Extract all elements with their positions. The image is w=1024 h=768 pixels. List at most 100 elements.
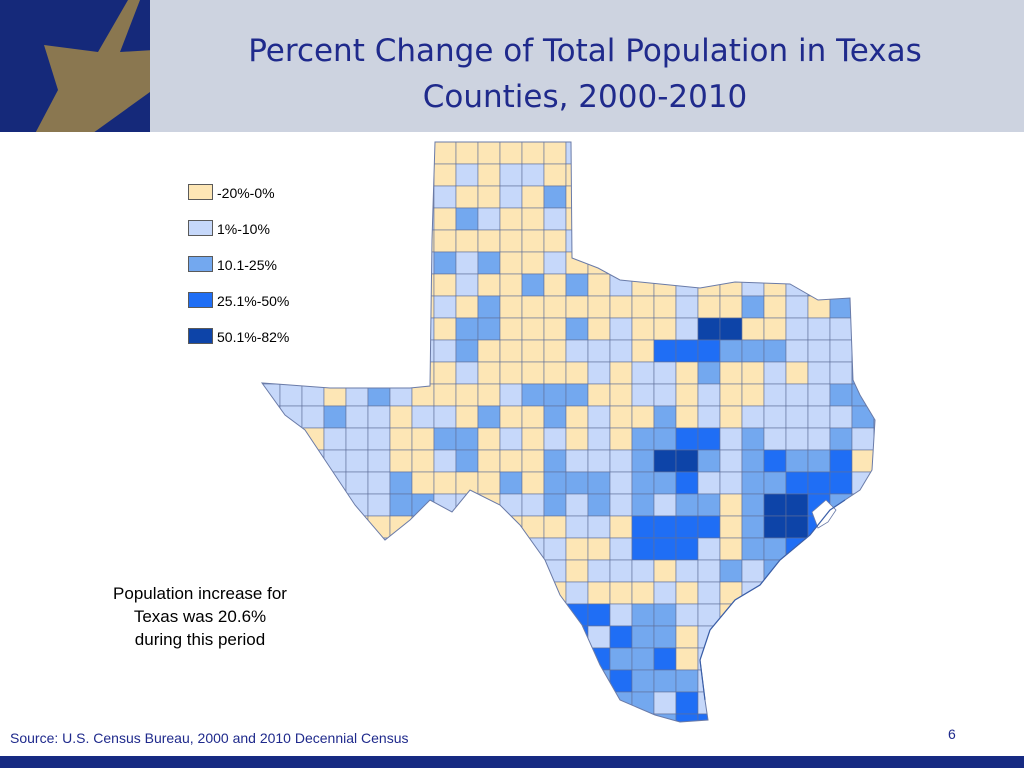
county-cell	[455, 625, 479, 649]
county-cell	[477, 427, 501, 451]
county-cell	[675, 559, 699, 583]
county-cell	[697, 471, 721, 495]
county-cell	[719, 251, 743, 275]
county-cell	[565, 229, 589, 253]
county-cell	[873, 317, 875, 341]
county-cell	[785, 647, 809, 671]
county-cell	[411, 647, 435, 671]
county-cell	[785, 603, 809, 627]
legend-item-3: 10.1-25%	[188, 256, 348, 274]
county-cell	[763, 251, 787, 275]
county-cell	[631, 603, 655, 627]
county-cell	[433, 603, 457, 627]
county-cell	[587, 405, 611, 429]
county-cell	[653, 251, 677, 275]
county-cell	[851, 691, 875, 715]
county-cell	[455, 471, 479, 495]
county-cell	[565, 515, 589, 539]
county-cell	[829, 603, 853, 627]
county-cell	[741, 515, 765, 539]
title-line-1: Percent Change of Total Population in Te…	[248, 33, 922, 69]
county-cell	[829, 713, 853, 722]
county-cell	[807, 339, 831, 363]
county-cell	[367, 317, 391, 341]
county-cell	[697, 493, 721, 517]
county-cell	[279, 691, 303, 715]
county-cell	[609, 625, 633, 649]
county-cell	[323, 142, 347, 165]
county-cell	[763, 647, 787, 671]
county-cell	[433, 581, 457, 605]
county-cell	[697, 449, 721, 473]
county-cell	[301, 163, 325, 187]
county-cell	[301, 647, 325, 671]
county-cell	[323, 361, 347, 385]
county-cell	[829, 581, 853, 605]
county-cell	[499, 229, 523, 253]
county-cell	[609, 493, 633, 517]
county-cell	[741, 405, 765, 429]
county-cell	[873, 163, 875, 187]
county-cell	[741, 339, 765, 363]
county-cell	[477, 691, 501, 715]
county-cell	[521, 493, 545, 517]
county-cell	[763, 185, 787, 209]
header-band	[0, 0, 1024, 132]
county-cell	[499, 361, 523, 385]
county-cell	[741, 295, 765, 319]
county-cell	[477, 251, 501, 275]
county-cell	[807, 427, 831, 451]
county-cell	[543, 449, 567, 473]
county-cell	[851, 515, 875, 539]
county-cell	[455, 603, 479, 627]
county-cell	[719, 207, 743, 231]
county-cell	[631, 185, 655, 209]
county-cell	[697, 537, 721, 561]
county-cell	[785, 669, 809, 693]
county-cell	[609, 449, 633, 473]
county-cell	[763, 691, 787, 715]
legend-label-5: 50.1%-82%	[217, 329, 290, 345]
county-cell	[609, 515, 633, 539]
county-cell	[521, 142, 545, 165]
county-cell	[851, 647, 875, 671]
county-cell	[675, 603, 699, 627]
county-cell	[873, 207, 875, 231]
county-cell	[301, 691, 325, 715]
legend-item-4: 25.1%-50%	[188, 292, 348, 310]
county-cell	[345, 559, 369, 583]
county-cell	[521, 647, 545, 671]
county-cell	[719, 581, 743, 605]
county-cell	[851, 713, 875, 722]
county-cell	[565, 537, 589, 561]
county-cell	[609, 471, 633, 495]
star-icon	[35, 0, 150, 132]
county-cell	[675, 142, 699, 165]
county-cell	[631, 471, 655, 495]
county-cell	[719, 361, 743, 385]
county-cell	[631, 713, 655, 722]
county-cell	[521, 625, 545, 649]
county-cell	[741, 273, 765, 297]
county-cell	[609, 339, 633, 363]
county-cell	[851, 339, 875, 363]
county-cell	[873, 251, 875, 275]
county-cell	[262, 163, 281, 187]
corner-logo	[0, 0, 150, 132]
county-cell	[741, 669, 765, 693]
county-cell	[763, 295, 787, 319]
county-cell	[587, 142, 611, 165]
county-cell	[367, 669, 391, 693]
county-cell	[477, 361, 501, 385]
county-cell	[367, 559, 391, 583]
county-cell	[301, 361, 325, 385]
county-cell	[631, 361, 655, 385]
county-cell	[763, 559, 787, 583]
county-cell	[455, 427, 479, 451]
county-cell	[521, 361, 545, 385]
county-cell	[477, 515, 501, 539]
county-cell	[279, 142, 303, 165]
county-cell	[301, 493, 325, 517]
county-cell	[433, 251, 457, 275]
county-cell	[785, 207, 809, 231]
